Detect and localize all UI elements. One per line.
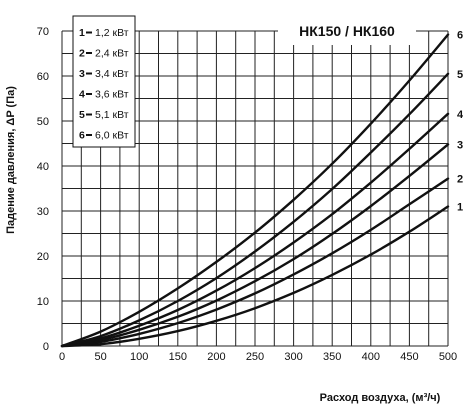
title-box <box>278 16 416 45</box>
curve-label-2: 2 <box>457 174 463 186</box>
legend-label: 3,4 кВт <box>95 68 129 80</box>
legend-label: 3,6 кВт <box>95 89 129 101</box>
curves <box>60 33 450 348</box>
legend-number: 4 <box>79 89 85 101</box>
x-axis-title-text: Расход воздуха, (м³/ч) <box>320 392 441 404</box>
x-tick-label: 250 <box>246 351 264 363</box>
x-tick-label: 200 <box>207 351 225 363</box>
curve-label-6: 6 <box>457 30 463 42</box>
legend-number: 1 <box>79 27 85 39</box>
curve-5 <box>60 72 450 348</box>
y-tick-labels: 0 10 20 30 40 50 60 70 <box>37 26 49 353</box>
y-tick-label: 10 <box>37 296 49 308</box>
chart-title: НК150 / НК160 <box>299 23 395 39</box>
legend-box <box>72 15 136 148</box>
y-axis-title: Падение давления, ΔP (Па) <box>5 86 17 234</box>
legend-number: 6 <box>79 130 85 142</box>
legend-label: 2,4 кВт <box>95 48 129 60</box>
x-tick-label: 450 <box>400 351 418 363</box>
grid <box>61 30 449 347</box>
legend: 1 1,2 кВт 2 2,4 кВт 3 3,4 кВт 4 3,6 кВт 5 5,1 кВт… <box>72 15 136 148</box>
curve-4 <box>60 112 450 348</box>
curve-label-5: 5 <box>457 69 463 81</box>
x-tick-label: 0 <box>59 351 65 363</box>
curve-1 <box>60 205 450 348</box>
legend-number: 2 <box>79 48 85 60</box>
curve-label-4: 4 <box>457 109 463 121</box>
x-axis-title: Расход воздуха, (м³/ч) <box>320 392 441 404</box>
legend-label: 6,0 кВт <box>95 130 129 142</box>
x-tick-label: 400 <box>362 351 380 363</box>
curve-label-1: 1 <box>457 202 463 214</box>
legend-number: 3 <box>79 68 85 80</box>
y-tick-label: 50 <box>37 116 49 128</box>
y-tick-label: 0 <box>43 341 49 353</box>
x-tick-label: 300 <box>284 351 302 363</box>
x-tick-labels: 0 50 100 150 200 250 300 350 400 450 500 <box>59 351 457 363</box>
legend-label: 5,1 кВт <box>95 109 129 121</box>
y-tick-label: 70 <box>37 26 49 38</box>
curve-6 <box>60 33 450 348</box>
x-tick-label: 100 <box>130 351 148 363</box>
y-tick-label: 60 <box>37 71 49 83</box>
curve-labels: 1 2 3 4 5 6 <box>457 30 463 214</box>
y-tick-label: 20 <box>37 251 49 263</box>
curve-3 <box>60 143 450 348</box>
legend-number: 5 <box>79 109 85 121</box>
curve-2 <box>60 177 450 348</box>
y-tick-label: 30 <box>37 206 49 218</box>
x-tick-label: 350 <box>323 351 341 363</box>
curve-label-3: 3 <box>457 139 463 151</box>
legend-label: 1,2 кВт <box>95 27 129 39</box>
x-tick-label: 50 <box>94 351 106 363</box>
x-tick-label: 150 <box>169 351 187 363</box>
x-tick-label: 500 <box>439 351 457 363</box>
y-tick-label: 40 <box>37 161 49 173</box>
